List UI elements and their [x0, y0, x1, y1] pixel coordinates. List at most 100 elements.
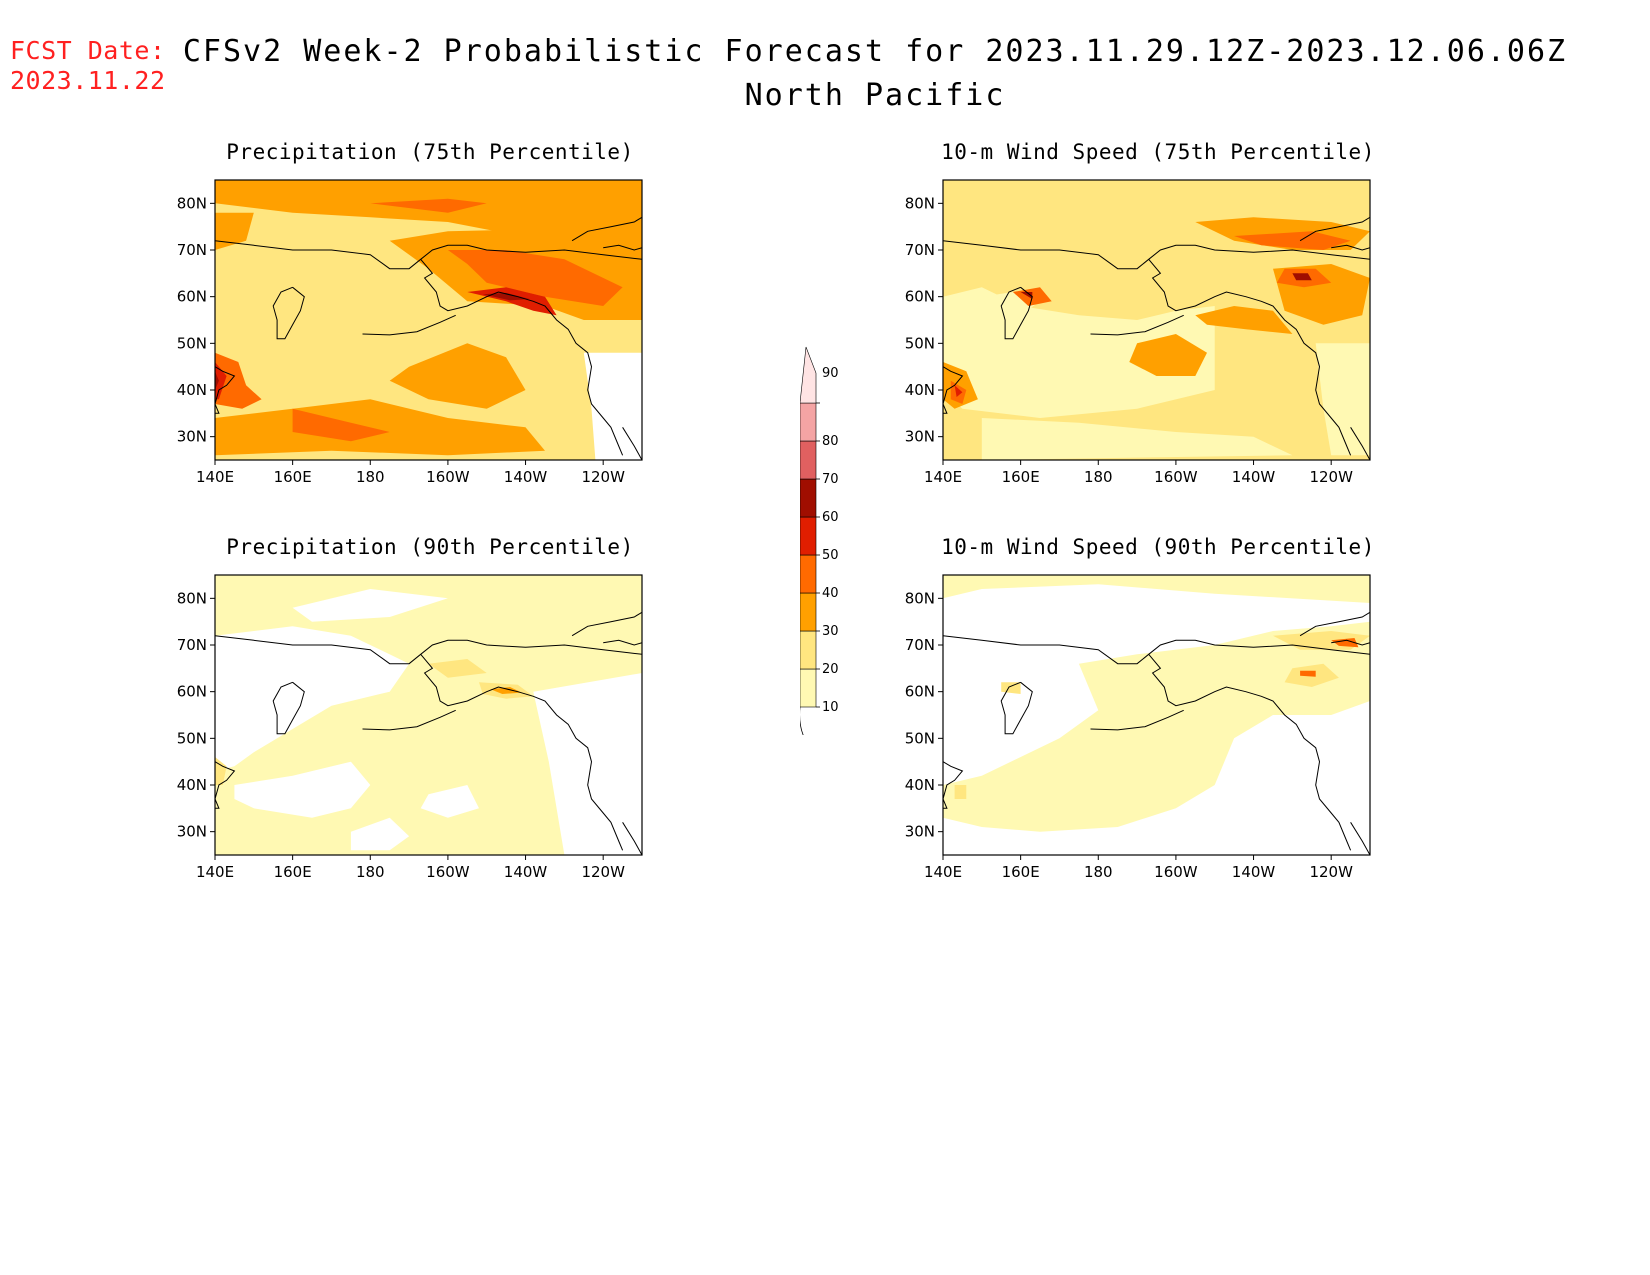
map-axes: 140E 160E 180 160W 140W 120W 80N 70N 60N 50N 40N 30…	[177, 194, 625, 486]
latitude-tick-label: 60N	[905, 683, 935, 701]
central-pacific-zone	[389, 343, 526, 409]
arctic-band	[943, 180, 1370, 218]
latitude-tick-label: 50N	[905, 334, 935, 352]
legend-label: 40	[822, 586, 839, 601]
coastline	[1148, 653, 1352, 851]
legend-swatch	[799, 554, 817, 594]
coastline	[215, 366, 236, 414]
latitude-tick-label: 80N	[177, 194, 207, 212]
longitude-tick-label: 180	[356, 863, 385, 881]
panel-wind-75: 10-m Wind Speed (75th Percentile) 140E 16…	[888, 140, 1388, 500]
latitude-tick-label: 50N	[177, 334, 207, 352]
map-frame	[942, 179, 1371, 461]
canada-peak	[1292, 273, 1312, 281]
panel-title: Precipitation (75th Percentile)	[226, 140, 634, 164]
coastline	[1000, 286, 1033, 340]
map-precipitation-75: 140E 160E 180 160W 140W 120W 80N 70N 60N 50N 40N 30…	[177, 179, 643, 486]
coastline	[420, 258, 624, 456]
legend-label: 60	[822, 510, 839, 525]
longitude-tick-label: 140W	[504, 863, 548, 881]
coastline	[215, 761, 236, 809]
panel-title: 10-m Wind Speed (75th Percentile)	[941, 140, 1375, 164]
coastline	[603, 244, 642, 251]
main-title: CFSv2 Week-2 Probabilistic Forecast for …	[182, 34, 1568, 69]
latitude-tick-label: 70N	[177, 636, 207, 654]
map-precipitation-90: 140E 160E 180 160W 140W 120W 80N 70N 60N 50N 40N 30…	[177, 574, 643, 881]
longitude-tick-label: 180	[356, 468, 385, 486]
shaded-probability-field	[215, 575, 642, 855]
latitude-tick-label: 50N	[177, 729, 207, 747]
longitude-tick-label: 180	[1084, 863, 1113, 881]
color-legend-bar: 10 20 30 40 50 60 70 80 90	[799, 346, 839, 742]
shaded-probability-field	[215, 180, 642, 460]
coastline	[943, 635, 1370, 665]
latitude-tick-label: 30N	[177, 823, 207, 841]
region-subtitle: North Pacific	[744, 78, 1006, 113]
coastline	[1350, 427, 1370, 460]
legend-label: 10	[822, 700, 839, 715]
arctic-white	[292, 589, 448, 622]
coastline	[1148, 258, 1352, 456]
japan-zone	[215, 352, 262, 409]
coastline	[1299, 611, 1370, 637]
shaded-probability-field	[943, 180, 1370, 460]
southwest-pale	[1315, 343, 1370, 456]
panel-precipitation-75: Precipitation (75th Percentile) 140E 160E…	[160, 140, 660, 500]
coastline	[943, 366, 964, 414]
color-legend: 10 20 30 40 50 60 70 80 90	[799, 335, 880, 742]
map-axes: 140E 160E 180 160W 140W 120W 80N 70N 60N 50N 40N 30…	[177, 589, 625, 881]
forecast-date-block: FCST Date: 2023.11.22	[10, 36, 166, 96]
coastline	[272, 286, 305, 340]
legend-label: 20	[822, 662, 839, 677]
latitude-tick-label: 30N	[905, 428, 935, 446]
midpacific-core	[1129, 334, 1207, 376]
legend-swatch	[799, 592, 817, 632]
arctic-core	[1331, 638, 1359, 648]
panel-title: 10-m Wind Speed (90th Percentile)	[941, 535, 1375, 559]
map-axes: 140E 160E 180 160W 140W 120W 80N 70N 60N 50N 40N 30…	[905, 194, 1353, 486]
coastline	[1090, 314, 1184, 336]
latitude-tick-label: 60N	[905, 288, 935, 306]
legend-swatch	[799, 630, 817, 670]
panel-title: Precipitation (90th Percentile)	[226, 535, 634, 559]
south-white	[350, 817, 410, 851]
longitude-tick-label: 120W	[1309, 863, 1353, 881]
japan-zone	[954, 785, 967, 799]
arctic-pale	[943, 575, 1370, 603]
pacific-pale	[943, 621, 1370, 832]
coastline	[362, 709, 456, 731]
south-pale	[981, 418, 1293, 460]
longitude-tick-label: 140E	[924, 468, 962, 486]
japan-peak	[954, 385, 963, 397]
panel-precipitation-90: Precipitation (90th Percentile) 140E 160E…	[160, 535, 660, 895]
longitude-tick-label: 120W	[581, 863, 625, 881]
latitude-tick-label: 40N	[177, 381, 207, 399]
latitude-tick-label: 80N	[177, 589, 207, 607]
legend-swatch	[799, 402, 817, 442]
coastline	[215, 635, 642, 665]
gulf-zone	[1195, 306, 1293, 334]
alaska-patch	[428, 659, 487, 678]
coastline	[622, 822, 642, 855]
central-white	[420, 785, 479, 818]
southwest-white	[234, 761, 371, 818]
coastline	[603, 639, 642, 646]
map-frame	[214, 574, 643, 856]
shaded-probability-field	[943, 575, 1370, 855]
longitude-tick-label: 160W	[1154, 468, 1198, 486]
longitude-tick-label: 140W	[1232, 468, 1276, 486]
latitude-tick-label: 60N	[177, 288, 207, 306]
map-frame	[942, 574, 1371, 856]
coastline	[420, 653, 624, 851]
latitude-tick-label: 40N	[177, 776, 207, 794]
longitude-tick-label: 140W	[504, 468, 548, 486]
coastline	[622, 427, 642, 460]
latitude-tick-label: 40N	[905, 776, 935, 794]
gulf-core	[490, 687, 522, 694]
japan-zone	[215, 757, 227, 785]
latitude-tick-label: 50N	[905, 729, 935, 747]
longitude-tick-label: 140E	[196, 863, 234, 881]
latitude-tick-label: 60N	[177, 683, 207, 701]
arctic-peak	[1234, 231, 1351, 250]
panel-wind-90: 10-m Wind Speed (90th Percentile) 140E 16…	[888, 535, 1388, 895]
